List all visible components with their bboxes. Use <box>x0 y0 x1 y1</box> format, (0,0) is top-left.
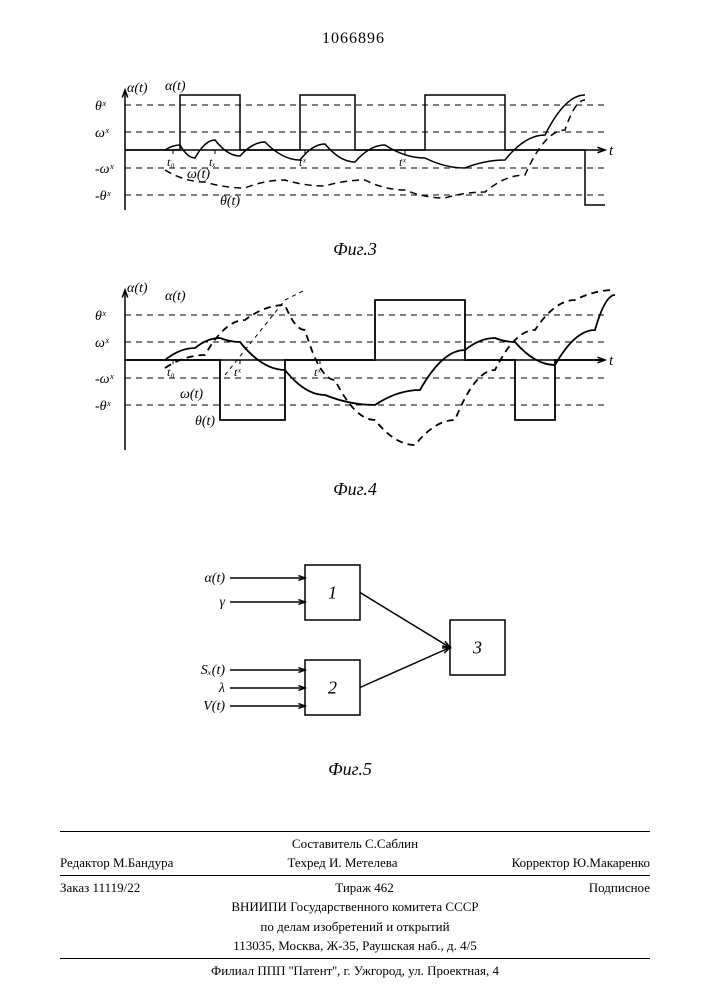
org-line2: по делам изобретений и открытий <box>60 917 650 937</box>
svg-text:ω(t): ω(t) <box>180 387 203 402</box>
svg-text:1: 1 <box>328 583 337 603</box>
svg-text:α(t): α(t) <box>127 281 148 296</box>
svg-text:α(t): α(t) <box>165 79 186 94</box>
figure-3: θˣωˣ-ωˣ-θˣtt₀tₓtˣtˣα(t)ω(t)θ(t)α(t) Фиг.… <box>85 70 625 260</box>
svg-text:t₀: t₀ <box>167 155 175 169</box>
circulation: Тираж 462 <box>335 878 394 898</box>
subscription: Подписное <box>589 878 650 898</box>
order-no: Заказ 11119/22 <box>60 878 140 898</box>
editor-cell: Редактор М.Бандура <box>60 853 173 873</box>
svg-text:θˣ: θˣ <box>95 309 107 324</box>
svg-text:t: t <box>609 143 614 159</box>
colophon: Составитель С.Саблин Редактор М.Бандура … <box>60 829 650 981</box>
branch: Филиал ППП ''Патент'', г. Ужгород, ул. П… <box>60 961 650 981</box>
svg-text:-θˣ: -θˣ <box>95 399 112 414</box>
svg-text:θ(t): θ(t) <box>220 194 240 209</box>
editor-name: М.Бандура <box>113 855 173 870</box>
doc-number: 1066896 <box>0 30 707 48</box>
svg-text:t₀: t₀ <box>167 365 175 379</box>
figure-4-svg: θˣ ωˣ -ωˣ -θˣ t t₀ tˣ tˣ α(t) ω(t) θ(t) α(t) <box>85 270 625 470</box>
figure-5-caption: Фиг.5 <box>170 759 530 780</box>
compiler-label: Составитель <box>292 836 362 851</box>
svg-text:tˣ: tˣ <box>234 365 241 379</box>
address: 113035, Москва, Ж-35, Раушская наб., д. … <box>60 936 650 956</box>
svg-text:tˣ: tˣ <box>399 155 406 169</box>
svg-text:Sₓ(t): Sₓ(t) <box>201 663 226 678</box>
svg-text:-θˣ: -θˣ <box>95 189 112 204</box>
svg-text:α(t): α(t) <box>127 81 148 96</box>
corrector-cell: Корректор Ю.Макаренко <box>512 853 650 873</box>
svg-text:3: 3 <box>472 638 482 658</box>
svg-text:γ: γ <box>219 595 225 610</box>
techred-cell: Техред И. Метелева <box>287 853 397 873</box>
corrector-name: Ю.Макаренко <box>573 855 650 870</box>
figure-5: 1 2 3 α(t) γ Sₓ(t) λ V(t) Фиг.5 <box>170 550 530 780</box>
page: 1066896 θˣωˣ-ωˣ-θˣtt₀tₓtˣtˣα(t)ω(t)θ(t)α… <box>0 0 707 1000</box>
techred-label: Техред <box>287 855 325 870</box>
svg-text:2: 2 <box>328 678 337 698</box>
svg-text:ωˣ: ωˣ <box>95 336 110 351</box>
figure-5-svg: 1 2 3 α(t) γ Sₓ(t) λ V(t) <box>170 550 530 750</box>
svg-text:λ: λ <box>218 681 225 696</box>
svg-text:α(t): α(t) <box>204 571 225 586</box>
compiler-name: С.Саблин <box>365 836 418 851</box>
editor-label: Редактор <box>60 855 110 870</box>
svg-text:θ(t): θ(t) <box>195 414 215 429</box>
svg-text:ωˣ: ωˣ <box>95 126 110 141</box>
svg-text:ω(t): ω(t) <box>187 167 210 182</box>
svg-text:θˣ: θˣ <box>95 99 107 114</box>
techred-name: И. Метелева <box>329 855 398 870</box>
figure-3-svg: θˣωˣ-ωˣ-θˣtt₀tₓtˣtˣα(t)ω(t)θ(t)α(t) <box>85 70 625 230</box>
figure-3-caption: Фиг.3 <box>85 239 625 260</box>
svg-text:t: t <box>609 353 614 369</box>
org-line1: ВНИИПИ Государственного комитета СССР <box>60 897 650 917</box>
svg-text:tˣ: tˣ <box>314 365 321 379</box>
svg-text:α(t): α(t) <box>165 289 186 304</box>
figure-4-caption: Фиг.4 <box>85 479 625 500</box>
svg-text:-ωˣ: -ωˣ <box>95 372 115 387</box>
figure-4: θˣ ωˣ -ωˣ -θˣ t t₀ tˣ tˣ α(t) ω(t) θ(t) α(t) Фиг.4 <box>85 270 625 500</box>
corrector-label: Корректор <box>512 855 570 870</box>
svg-text:V(t): V(t) <box>203 699 225 714</box>
svg-text:-ωˣ: -ωˣ <box>95 162 115 177</box>
